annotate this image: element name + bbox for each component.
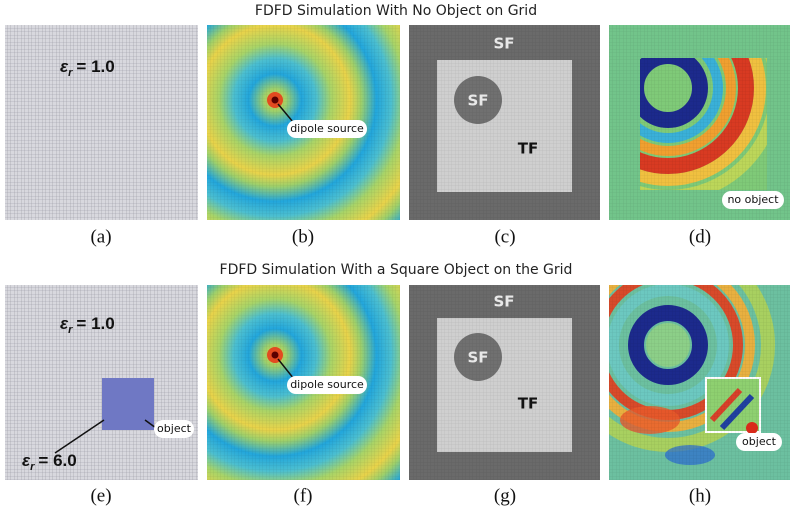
row-title: FDFD Simulation With a Square Object on … xyxy=(220,262,573,278)
annotation: object xyxy=(157,422,192,435)
grid-overlay xyxy=(409,285,600,480)
source-core xyxy=(272,352,279,359)
annotation: no object xyxy=(727,193,779,206)
region-label: TF xyxy=(518,140,538,158)
caption: (e) xyxy=(90,485,111,506)
grid-overlay xyxy=(409,25,600,220)
region-label: SF xyxy=(493,35,514,53)
region-label: SF xyxy=(493,293,514,311)
grid-panel xyxy=(5,25,198,220)
caption: (d) xyxy=(689,226,711,247)
annotation: dipole source xyxy=(290,122,364,135)
annotation: dipole source xyxy=(290,378,364,391)
row-title: FDFD Simulation With No Object on Grid xyxy=(255,3,537,19)
figure: FDFD Simulation With No Object on Grid ε… xyxy=(0,0,793,508)
caption: (g) xyxy=(494,485,516,506)
caption: (h) xyxy=(689,485,711,506)
region-label: SF xyxy=(467,92,488,110)
caption: (a) xyxy=(90,226,111,247)
caption: (b) xyxy=(292,226,314,247)
source-core xyxy=(272,97,279,104)
caption: (f) xyxy=(294,485,313,506)
grid-overlay xyxy=(609,25,790,220)
object xyxy=(102,378,154,430)
region-label: TF xyxy=(518,395,538,413)
caption: (c) xyxy=(494,226,515,247)
annotation: object xyxy=(742,435,777,448)
region-label: SF xyxy=(467,349,488,367)
source xyxy=(746,422,758,434)
